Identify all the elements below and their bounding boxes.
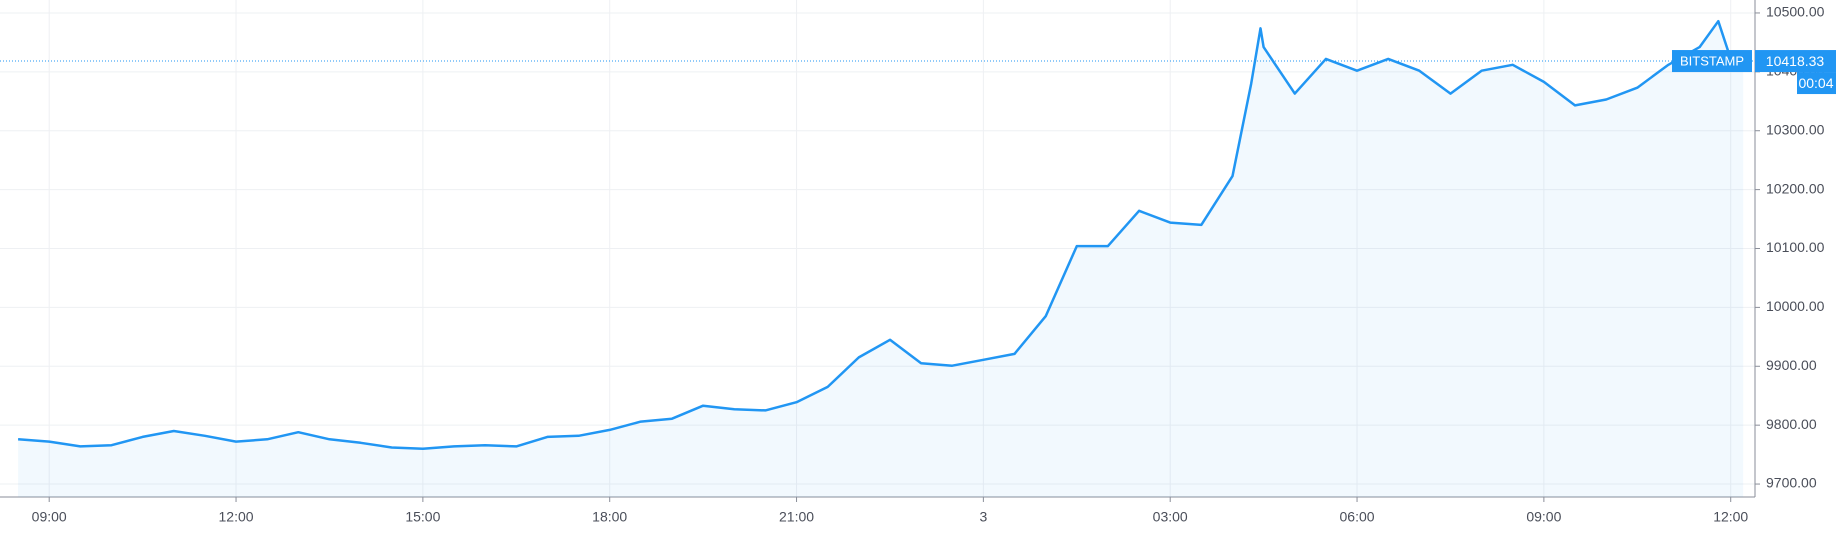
y-tick-label: 10000.00 <box>1766 298 1825 314</box>
price-tag-label: 10418.33 <box>1766 53 1825 69</box>
area-fill <box>18 21 1744 497</box>
x-tick-label: 03:00 <box>1153 509 1188 525</box>
x-tick-label: 06:00 <box>1340 509 1375 525</box>
price-line <box>18 19 1744 450</box>
x-tick-label: 15:00 <box>405 509 440 525</box>
x-tick-label: 09:00 <box>32 509 67 525</box>
x-tick-label: 3 <box>979 509 987 525</box>
y-tick-label: 9900.00 <box>1766 357 1817 373</box>
x-tick-label: 12:00 <box>219 509 254 525</box>
y-tick-label: 9800.00 <box>1766 416 1817 432</box>
y-tick-label: 10500.00 <box>1766 4 1825 20</box>
y-tick-label: 9700.00 <box>1766 475 1817 491</box>
y-tick-label: 10100.00 <box>1766 239 1825 255</box>
x-tick-label: 18:00 <box>592 509 627 525</box>
x-tick-label: 21:00 <box>779 509 814 525</box>
symbol-tag-label: BITSTAMP <box>1680 53 1744 68</box>
countdown-tag <box>1797 72 1836 95</box>
symbol-tag <box>1672 50 1752 73</box>
price-tag <box>1755 50 1836 73</box>
x-tick-label: 12:00 <box>1713 509 1748 525</box>
y-tick-label: 10300.00 <box>1766 121 1825 137</box>
countdown-label: 00:04 <box>1798 75 1833 91</box>
y-tick-label: 10200.00 <box>1766 180 1825 196</box>
x-tick-label: 09:00 <box>1526 509 1561 525</box>
